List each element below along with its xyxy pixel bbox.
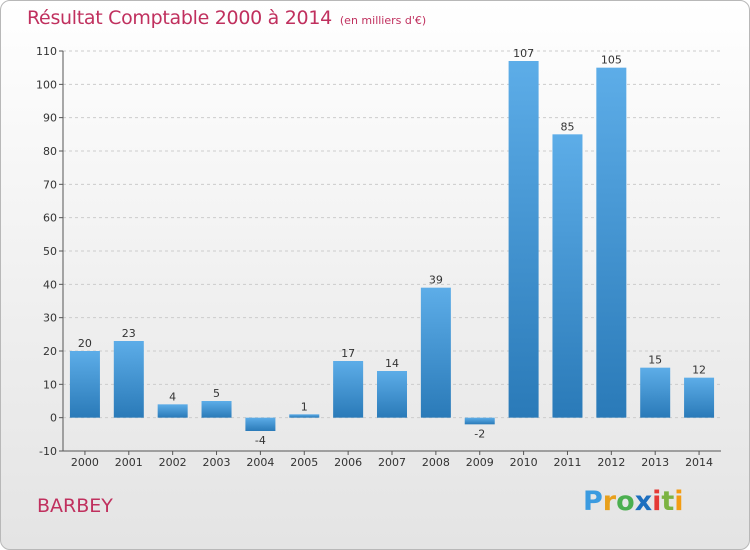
data-label: 23 xyxy=(122,327,136,340)
data-label: 85 xyxy=(560,120,574,133)
y-tick-label: 80 xyxy=(43,145,57,158)
bar xyxy=(333,361,364,418)
y-tick-label: 60 xyxy=(43,212,57,225)
x-tick-label: 2000 xyxy=(71,456,99,469)
chart-title-group: Résultat Comptable 2000 à 2014 (en millie… xyxy=(27,7,426,29)
data-label: 105 xyxy=(601,54,622,67)
y-tick-label: 40 xyxy=(43,278,57,291)
x-tick-label: 2004 xyxy=(246,456,274,469)
x-tick-label: 2003 xyxy=(203,456,231,469)
x-tick-label: 2006 xyxy=(334,456,362,469)
y-tick-label: 30 xyxy=(43,312,57,325)
bar xyxy=(245,417,276,431)
data-label: 15 xyxy=(648,354,662,367)
data-label: 12 xyxy=(692,364,706,377)
x-tick-label: 2002 xyxy=(159,456,187,469)
data-label: 1 xyxy=(301,400,308,413)
x-tick-label: 2005 xyxy=(290,456,318,469)
data-label: -2 xyxy=(474,427,485,440)
data-label: 39 xyxy=(429,274,443,287)
y-tick-label: 90 xyxy=(43,112,57,125)
chart-subtitle: (en milliers d'€) xyxy=(339,14,427,27)
bar xyxy=(289,414,320,418)
bar xyxy=(157,404,188,418)
commune-name: BARBEY xyxy=(37,495,113,517)
chart-title: Résultat Comptable 2000 à 2014 xyxy=(27,7,332,29)
bar xyxy=(464,417,495,425)
y-tick-label: -10 xyxy=(39,445,57,458)
axes: -10 0 10 20 30 40 50 60 70 80 90 100 110 2000 2001 2002… xyxy=(36,45,721,469)
proxiti-logo: Proxiti xyxy=(583,486,684,517)
bar xyxy=(377,371,407,418)
bar xyxy=(640,367,671,418)
bars xyxy=(69,61,715,431)
bar xyxy=(508,61,539,418)
x-tick-label: 2010 xyxy=(510,456,538,469)
y-tick-label: 70 xyxy=(43,178,57,191)
x-tick-label: 2012 xyxy=(597,456,625,469)
x-tick-label: 2008 xyxy=(422,456,450,469)
data-label: 4 xyxy=(169,390,176,403)
data-label: 17 xyxy=(341,347,355,360)
logo-letter: i xyxy=(674,486,684,517)
bar xyxy=(201,401,232,418)
logo-letter: i xyxy=(652,486,662,517)
data-label: 14 xyxy=(385,357,399,370)
bar xyxy=(420,287,451,418)
x-tick-label: 2011 xyxy=(553,456,581,469)
logo-letter: o xyxy=(616,486,635,517)
y-tick-label: 50 xyxy=(43,245,57,258)
y-tick-label: 0 xyxy=(50,412,57,425)
data-label: 5 xyxy=(213,387,220,400)
x-tick-label: 2009 xyxy=(466,456,494,469)
y-tick-label: 10 xyxy=(43,378,57,391)
logo-letter: x xyxy=(634,486,653,517)
y-tick-label: 110 xyxy=(36,45,57,58)
y-tick-label: 20 xyxy=(43,345,57,358)
x-tick-label: 2001 xyxy=(115,456,143,469)
logo-letter: t xyxy=(661,486,675,517)
logo-letter: r xyxy=(602,486,617,517)
bar xyxy=(69,351,100,418)
bar xyxy=(596,67,627,418)
data-label: 20 xyxy=(78,337,92,350)
x-tick-label: 2014 xyxy=(685,456,713,469)
x-tick-label: 2007 xyxy=(378,456,406,469)
logo-letter: P xyxy=(583,486,603,517)
data-label: -4 xyxy=(255,434,266,447)
bar xyxy=(113,341,144,418)
x-tick-label: 2013 xyxy=(641,456,669,469)
bar xyxy=(684,377,715,418)
bar xyxy=(552,134,583,418)
y-tick-label: 100 xyxy=(36,78,57,91)
data-label: 107 xyxy=(513,47,534,60)
labels: 20 23 4 5 -4 1 17 14 39 -2 107 85 105 15 12 xyxy=(78,47,706,447)
